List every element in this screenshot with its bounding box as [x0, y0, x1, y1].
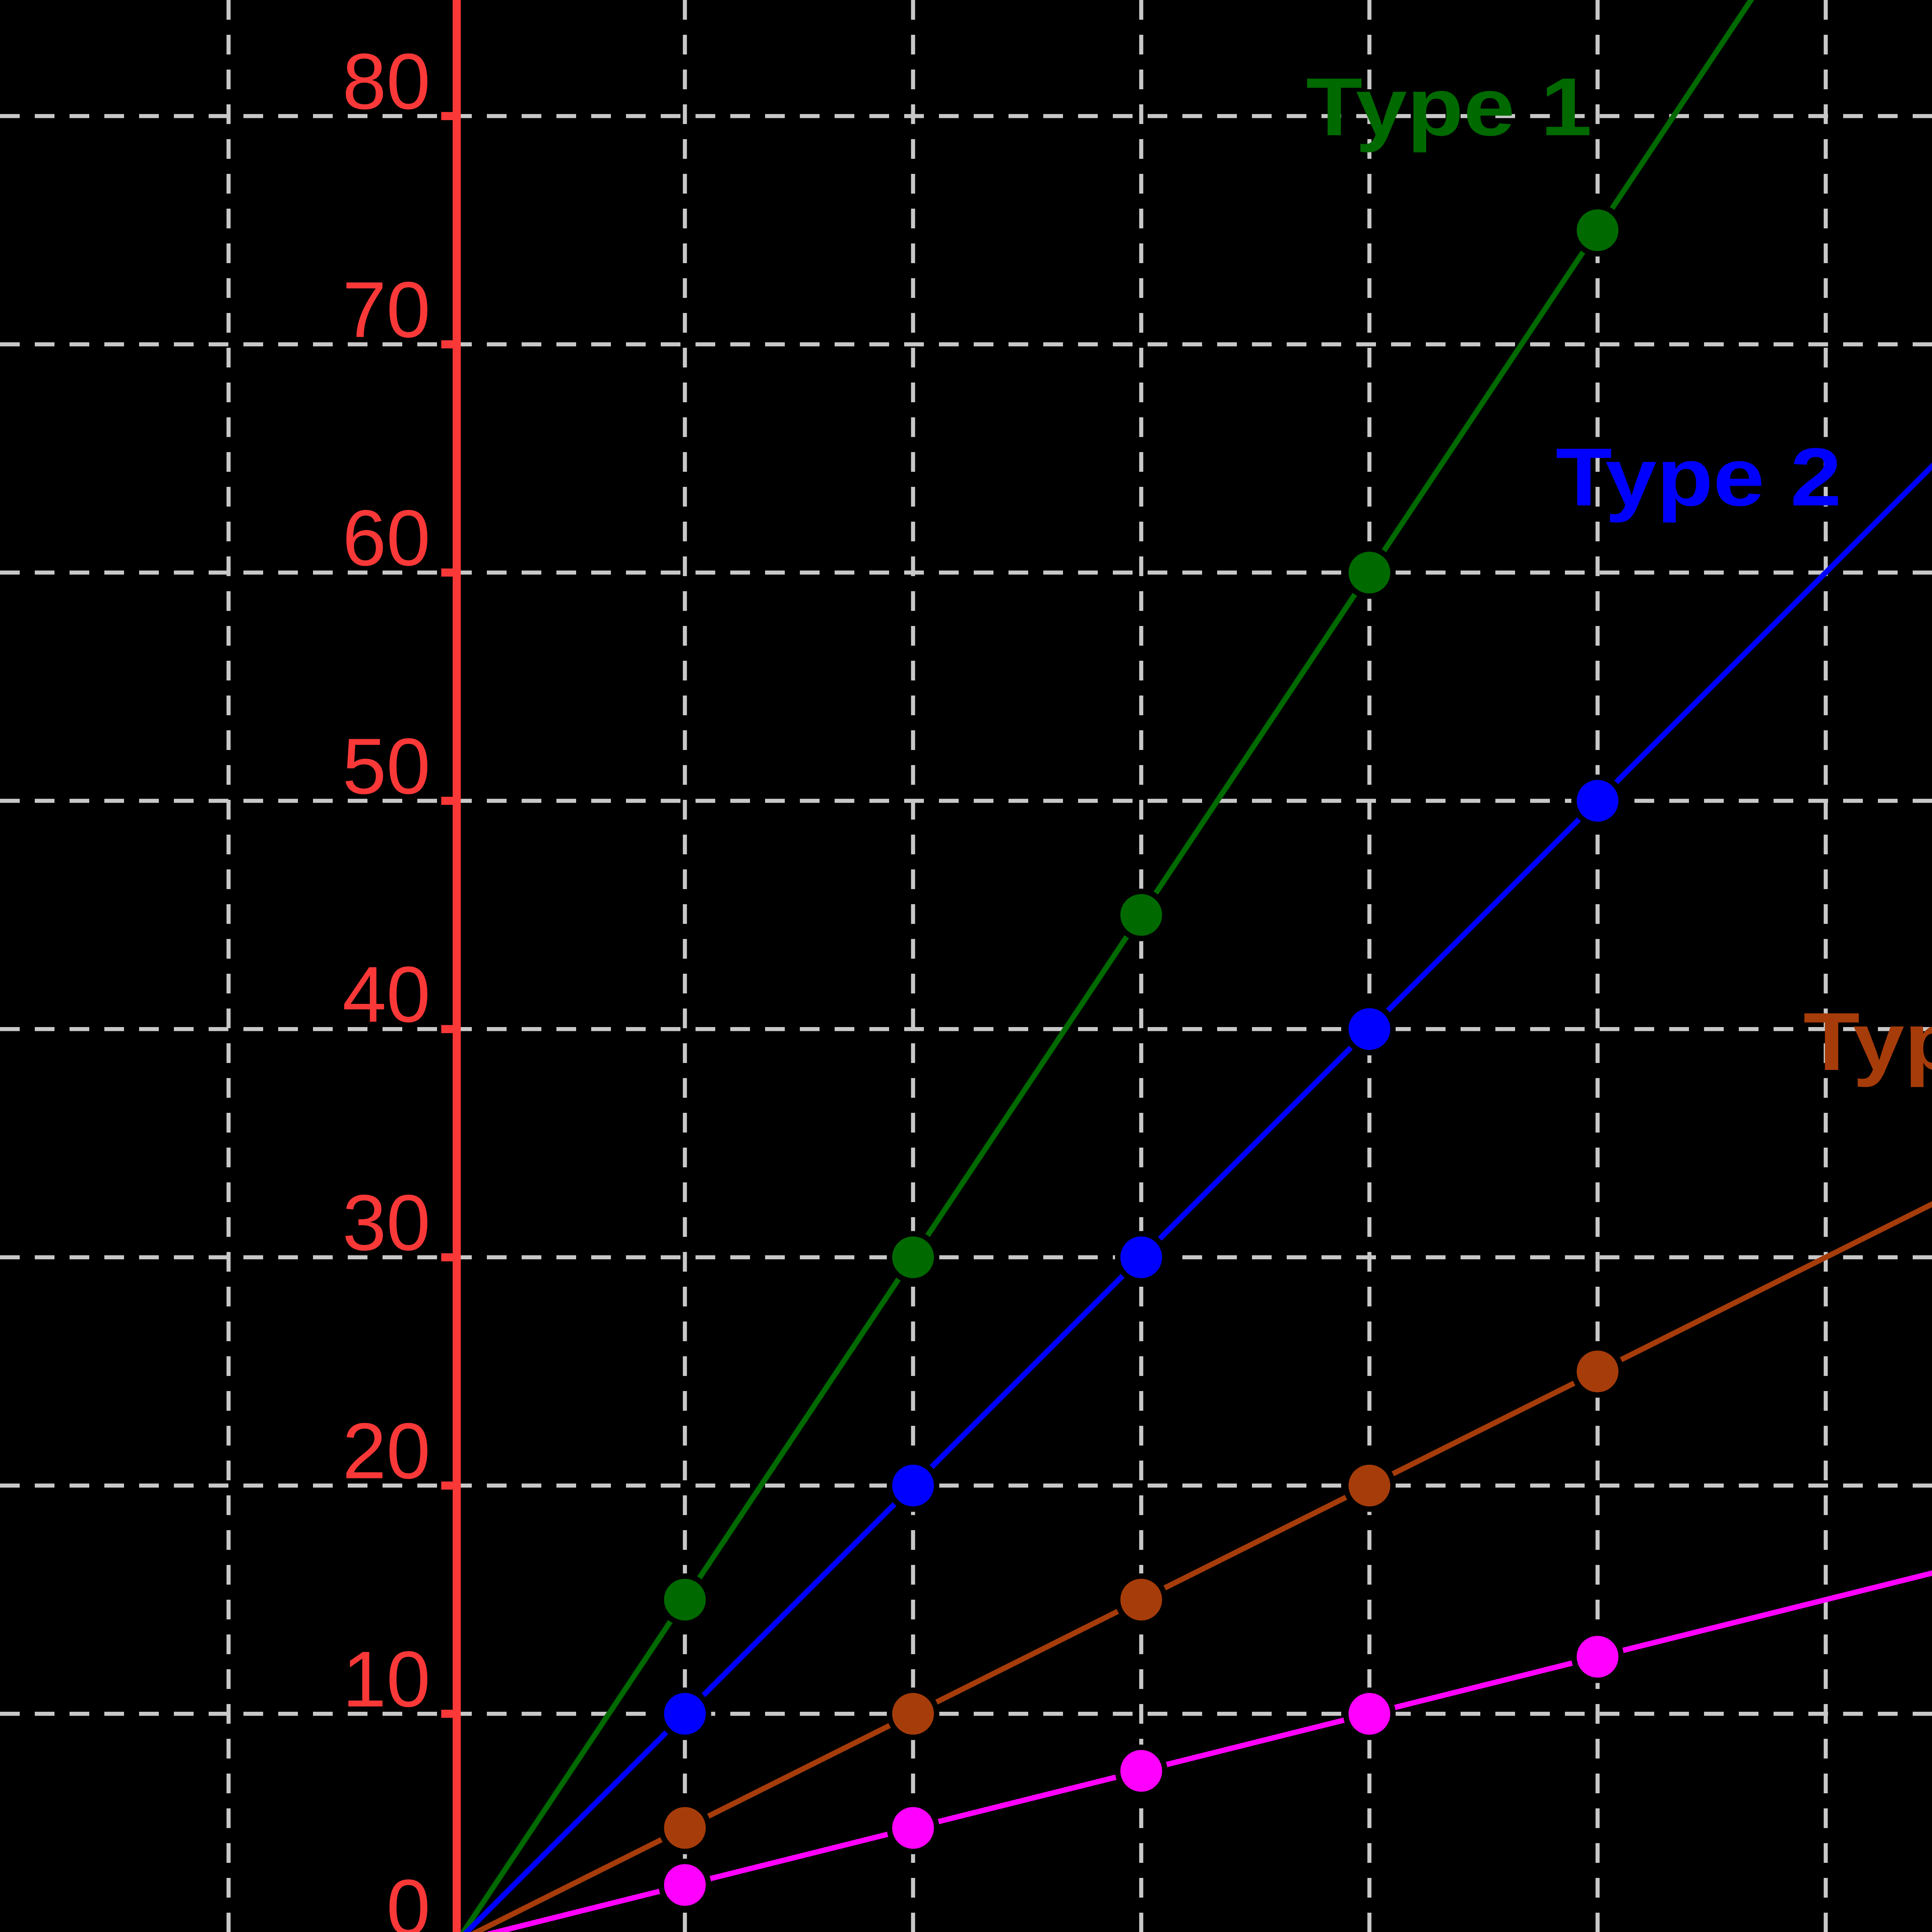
svg-text:Type 1: Type 1	[1306, 61, 1592, 153]
svg-text:Type 3: Type 3	[1803, 996, 1932, 1088]
svg-text:Type 2: Type 2	[1556, 431, 1842, 523]
svg-text:30: 30	[342, 1179, 430, 1267]
svg-text:70: 70	[342, 265, 430, 354]
svg-text:0: 0	[386, 1863, 430, 1932]
svg-text:60: 60	[342, 494, 430, 582]
svg-text:20: 20	[342, 1407, 430, 1495]
svg-text:80: 80	[342, 37, 430, 126]
svg-text:50: 50	[342, 722, 430, 811]
svg-text:10: 10	[342, 1635, 430, 1723]
svg-text:40: 40	[342, 950, 430, 1039]
